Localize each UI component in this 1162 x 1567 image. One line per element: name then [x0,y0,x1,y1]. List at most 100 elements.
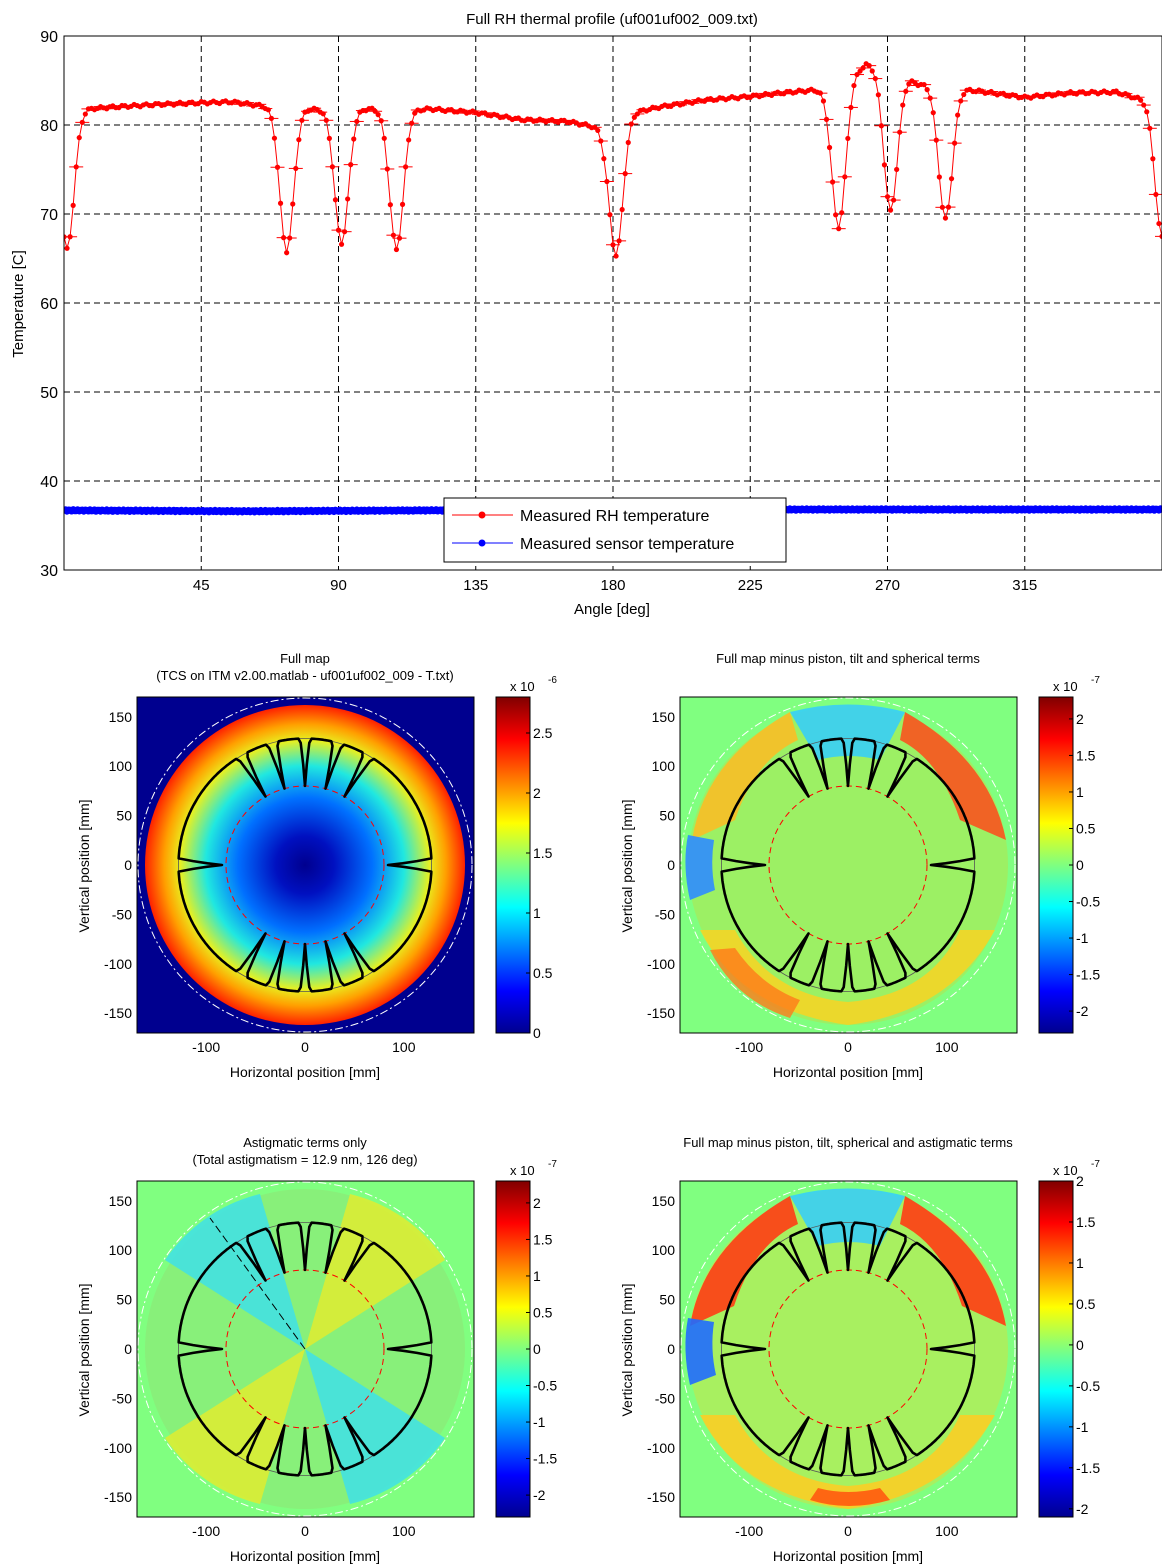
y-tick-label: 80 [40,118,58,135]
rh-point [903,88,909,94]
colorbar-tick-label: 0.5 [533,1304,553,1320]
y-axis-label: Vertical position [mm] [76,799,92,932]
rh-point [875,92,881,98]
blob-bottom-center [810,1488,890,1506]
blob-upper-left [690,1196,798,1326]
x-axis-label: Horizontal position [mm] [230,1548,380,1564]
y-tick-label: 100 [109,1242,133,1258]
map-frame [679,696,1018,1034]
legend-label-rh: Measured RH temperature [520,508,710,525]
colorbar-tick-label: 0.5 [1076,820,1096,836]
rh-point [390,232,396,238]
rh-point [79,119,85,125]
rh-point [345,196,351,202]
aperture-circle [137,697,473,1033]
colorbar-exponent: x 10 [1053,1163,1078,1178]
rh-point [610,242,616,248]
x-tick-label: 90 [330,577,347,594]
colorbar-tick-label: -1.5 [533,1451,557,1467]
panel-title: Astigmatic terms only [243,1135,367,1150]
y-tick-label: 50 [116,1292,132,1308]
colorbar-tick-label: 2 [1076,711,1084,727]
plot-frame [63,35,1162,571]
rh-point [375,112,381,118]
y-tick-label: 40 [40,474,58,491]
rh-point [70,202,76,208]
x-tick-label: 315 [1012,577,1037,594]
rh-point [891,197,897,203]
rh-point [942,215,949,221]
rh-point [961,91,967,98]
y-tick-label: -150 [104,1005,132,1021]
y-axis-label: Vertical position [mm] [619,1283,635,1416]
colorbar-gradient [495,696,531,1034]
y-tick-label: 50 [659,808,675,824]
rh-point [326,135,332,141]
blob-bottom [700,1415,995,1509]
colorbar-gradient [495,1180,531,1518]
rh-point [73,164,79,170]
rh-point [323,117,329,123]
map-disk [688,1189,1008,1509]
rh-point [406,137,412,143]
y-tick-label: -150 [104,1489,132,1505]
y-tick-label: 0 [667,857,675,873]
rh-point [1138,97,1144,103]
y-tick-label: -50 [112,1390,132,1406]
x-tick-label: -100 [735,1523,763,1539]
rh-point [274,164,281,170]
y-tick-label: 50 [116,808,132,824]
rh-point [842,174,848,180]
y-tick-label: 150 [652,709,676,725]
rh-point [396,235,403,241]
panel-minus-astigmatic: Full map minus piston, tilt, spherical a… [619,1135,1100,1564]
rh-point [881,162,888,168]
heater-path [177,737,433,993]
colorbar-tick-label: -0.5 [1076,1378,1100,1394]
rh-series [64,61,1162,259]
rh-point [830,179,836,185]
y-tick-label: -100 [104,956,132,972]
panel-subtitle: (Total astigmatism = 12.9 nm, 126 deg) [192,1152,417,1167]
rh-point [952,140,958,146]
panel-full-map: Full map (TCS on ITM v2.00.matlab - uf00… [76,651,557,1080]
x-axis-label: Horizontal position [mm] [230,1064,380,1080]
y-tick-label: 150 [109,709,133,725]
colorbar-tick-label: 0.5 [533,965,553,981]
x-tick-label: -100 [192,1039,220,1055]
x-tick-label: 0 [301,1039,309,1055]
reference-circle [178,738,432,992]
x-tick-label: 100 [392,1039,416,1055]
rh-point [287,235,293,241]
rh-point [342,229,348,235]
panel-minus-spherical: Full map minus piston, tilt and spherica… [619,651,1100,1080]
rh-point [625,139,631,146]
rh-point [900,102,906,108]
rh-point [887,207,894,213]
axis-ticks: -100 0 100 150 100 50 0 -50 -100 -150 [647,709,959,1055]
y-tick-label: 0 [124,1341,132,1357]
rh-point [836,226,842,232]
rh-point [839,210,845,216]
colorbar-tick-label: -1.5 [1076,967,1100,983]
rh-point [378,118,384,124]
rh-point [607,212,613,218]
rh-point [872,75,878,82]
legend: Measured RH temperature Measured sensor … [443,497,787,563]
y-tick-label: 50 [659,1292,675,1308]
colorbar-tick-label: 2 [533,785,541,801]
rh-point [616,238,622,244]
aperture-circle [680,697,1016,1033]
colorbar-exponent-power: -7 [548,1159,557,1170]
axis-ticks: -100 0 100 150 100 50 0 -50 -100 -150 [104,709,416,1055]
legend-box [443,497,787,563]
aperture-circle [680,1181,1016,1517]
rh-point [631,114,637,120]
blob-upper-left [692,712,798,840]
rh-point [894,166,900,173]
rh-point [869,68,875,74]
y-axis-label: Temperature [C] [10,250,27,358]
x-tick-label: 180 [600,577,625,594]
colorbar-tick-label: -1 [533,1414,546,1430]
map-disk [145,705,465,1025]
